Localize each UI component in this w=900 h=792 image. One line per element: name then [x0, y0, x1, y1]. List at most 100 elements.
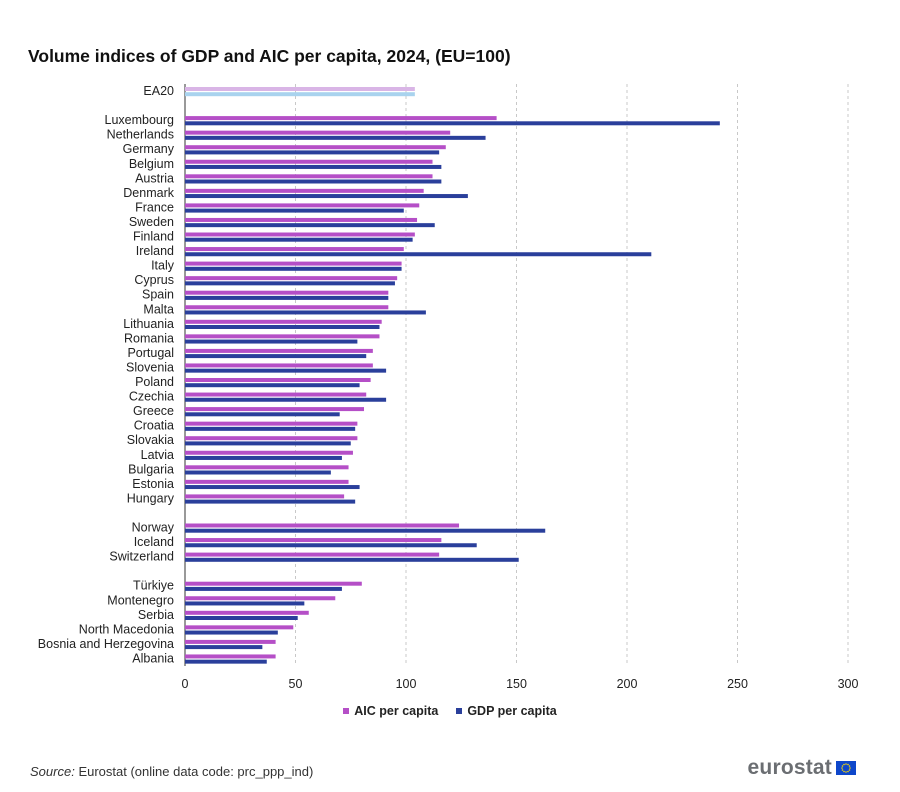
- bar-gdp: [185, 470, 331, 475]
- bar-aic: [185, 581, 362, 586]
- bar-aic: [185, 232, 415, 237]
- bar-gdp: [185, 397, 387, 402]
- category-label: Spain: [142, 288, 174, 302]
- category-label: Ireland: [136, 244, 174, 258]
- bar-aic: [185, 87, 415, 91]
- legend-item-aic[interactable]: AIC per capita: [343, 704, 438, 718]
- category-label: Latvia: [141, 448, 174, 462]
- bar-aic: [185, 247, 404, 252]
- category-label: Finland: [133, 230, 174, 244]
- category-label: Belgium: [129, 157, 174, 171]
- bar-aic: [185, 305, 389, 310]
- x-axis-ticks: 0 50 100 150 200 250 300: [182, 677, 859, 691]
- bar-gdp: [185, 485, 360, 490]
- category-label: Denmark: [123, 186, 174, 200]
- x-tick-label: 200: [617, 677, 638, 691]
- bar-aic: [185, 639, 276, 644]
- bar-gdp: [185, 194, 468, 199]
- x-tick-label: 250: [727, 677, 748, 691]
- category-label: Montenegro: [107, 593, 174, 607]
- category-label: Estonia: [132, 477, 174, 491]
- bar-aic: [185, 392, 367, 397]
- bar-aic: [185, 130, 451, 135]
- source-text: Eurostat (online data code: prc_ppp_ind): [78, 764, 314, 779]
- category-label: Lithuania: [123, 317, 174, 331]
- category-label: Bulgaria: [128, 462, 174, 476]
- legend-swatch-aic: [343, 708, 350, 714]
- eu-flag-icon: [836, 761, 856, 775]
- category-label: France: [135, 200, 174, 214]
- bar-gdp: [185, 412, 340, 417]
- bar-gdp: [185, 92, 415, 97]
- legend-label-aic: AIC per capita: [354, 704, 439, 718]
- bar-gdp: [185, 252, 652, 257]
- bar-gdp: [185, 645, 263, 650]
- bar-gdp: [185, 150, 440, 155]
- bar-gdp: [185, 266, 402, 271]
- category-label: Türkiye: [133, 579, 174, 593]
- bar-aic: [185, 116, 497, 121]
- bar-gdp: [185, 354, 367, 359]
- bars: [185, 87, 720, 664]
- bar-gdp: [185, 135, 486, 140]
- category-label: Portugal: [127, 346, 174, 360]
- eurostat-logo[interactable]: eurostat: [748, 756, 856, 780]
- bar-gdp: [185, 659, 267, 664]
- bar-aic: [185, 465, 349, 470]
- bar-aic: [185, 421, 358, 426]
- legend-label-gdp: GDP per capita: [467, 704, 557, 718]
- bar-gdp: [185, 426, 356, 431]
- bar-gdp: [185, 528, 546, 533]
- bar-aic: [185, 159, 433, 164]
- bar-aic: [185, 407, 365, 412]
- source-note: Source: Eurostat (online data code: prc_…: [30, 764, 313, 779]
- category-label: EA20: [143, 84, 174, 98]
- bar-gdp: [185, 121, 720, 126]
- bar-aic: [185, 625, 294, 630]
- bar-gdp: [185, 543, 477, 548]
- category-label: Czechia: [129, 390, 174, 404]
- category-label: Greece: [133, 404, 174, 418]
- grid-lines: [184, 84, 849, 666]
- legend: AIC per capita GDP per capita: [0, 704, 900, 718]
- bar-aic: [185, 378, 371, 382]
- category-label: Italy: [151, 259, 175, 273]
- bar-aic: [185, 188, 424, 193]
- category-label: Slovakia: [127, 433, 174, 447]
- bar-aic: [185, 217, 418, 222]
- bar-aic: [185, 538, 442, 543]
- bar-aic: [185, 552, 440, 557]
- category-label: Hungary: [127, 491, 175, 505]
- bar-gdp: [185, 616, 298, 620]
- category-label: North Macedonia: [79, 622, 174, 636]
- legend-item-gdp[interactable]: GDP per capita: [456, 704, 557, 718]
- bar-aic: [185, 494, 345, 499]
- bar-gdp: [185, 237, 413, 242]
- bar-chart: EA20LuxembourgNetherlandsGermanyBelgiumA…: [38, 84, 859, 691]
- category-label: Germany: [123, 142, 175, 156]
- bar-gdp: [185, 310, 426, 315]
- bar-gdp: [185, 325, 380, 329]
- legend-swatch-gdp: [456, 708, 463, 714]
- x-tick-label: 300: [838, 677, 859, 691]
- category-label: Iceland: [134, 535, 174, 549]
- source-label: Source:: [30, 764, 75, 779]
- bar-aic: [185, 596, 336, 601]
- bar-gdp: [185, 630, 278, 635]
- bar-gdp: [185, 455, 342, 460]
- logo-text: eurostat: [747, 756, 832, 779]
- bar-gdp: [185, 281, 395, 286]
- x-tick-label: 100: [396, 677, 417, 691]
- bar-aic: [185, 334, 380, 339]
- bar-gdp: [185, 295, 389, 300]
- bar-gdp: [185, 383, 360, 388]
- bar-gdp: [185, 499, 356, 504]
- bar-gdp: [185, 368, 387, 373]
- bar-aic: [185, 654, 276, 659]
- bar-gdp: [185, 586, 342, 591]
- category-label: Luxembourg: [105, 113, 175, 127]
- x-tick-label: 0: [182, 677, 189, 691]
- bar-aic: [185, 348, 373, 353]
- bar-aic: [185, 203, 420, 208]
- category-labels: EA20LuxembourgNetherlandsGermanyBelgiumA…: [38, 84, 175, 665]
